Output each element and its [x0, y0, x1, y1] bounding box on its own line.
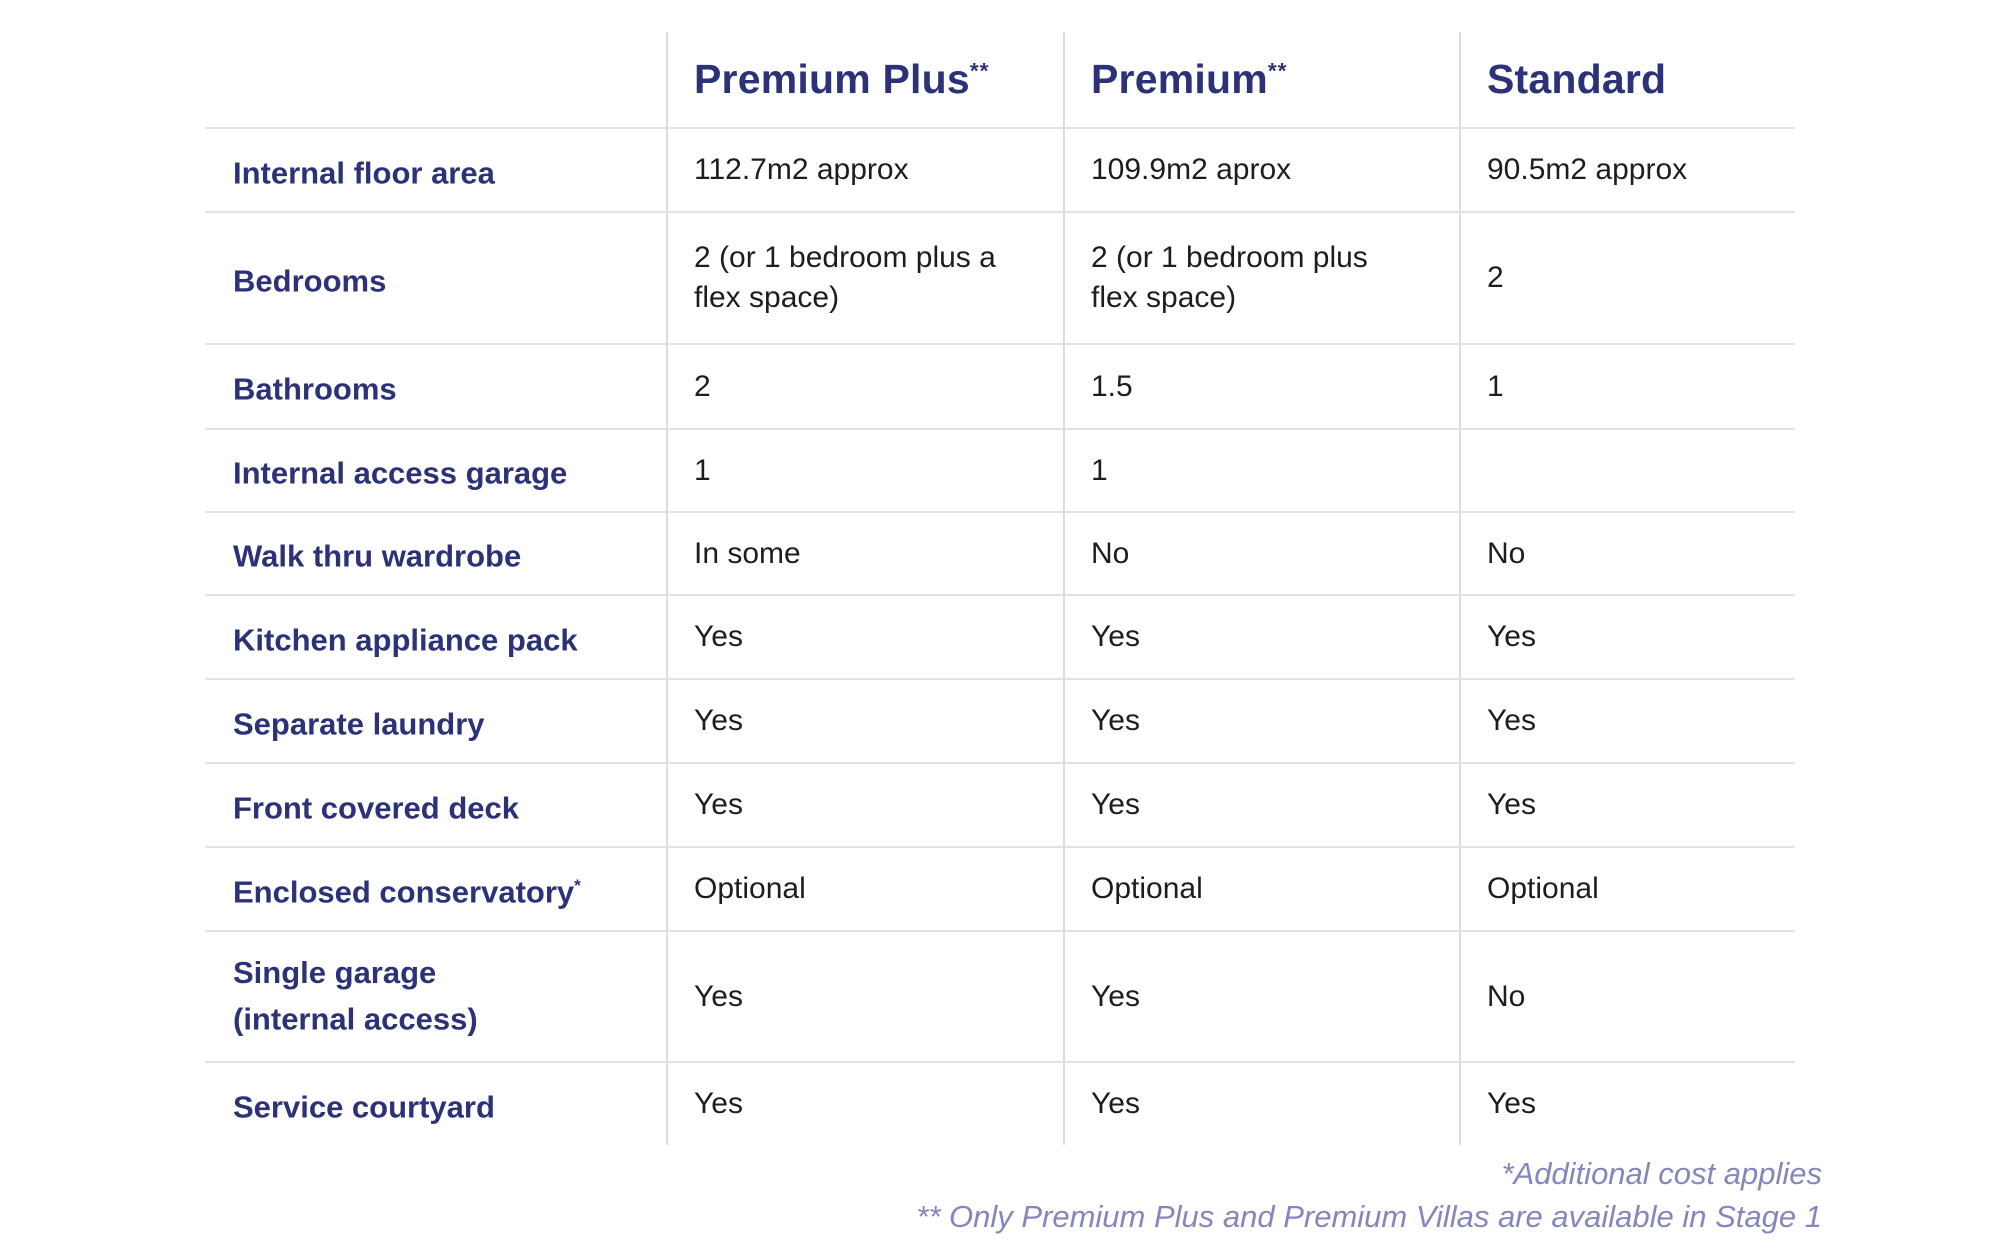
row-label-text: Internal access garage — [233, 455, 568, 491]
villa-comparison-table: Premium Plus** Premium** Standard Intern… — [205, 32, 1795, 1145]
table-row-enclosed-conservatory: Enclosed conservatory* Optional Optional… — [205, 848, 1795, 932]
footnote-stage-availability: ** Only Premium Plus and Premium Villas … — [916, 1199, 1822, 1234]
row-label-text: Bathrooms — [233, 371, 397, 407]
cell-value: 2 (or 1 bedroom plus flex space) — [1091, 241, 1368, 314]
cell-value: 109.9m2 aprox — [1091, 153, 1292, 186]
row-label: Internal floor area — [205, 147, 666, 193]
cell-value: Yes — [1487, 788, 1536, 821]
row-label-text: Walk thru wardrobe — [233, 538, 522, 574]
cell-value: Yes — [694, 788, 743, 821]
footnote-additional-cost: *Additional cost applies — [1501, 1156, 1822, 1191]
cell-value: 112.7m2 approx — [694, 153, 909, 186]
cell-value: 2 — [694, 369, 711, 403]
cell-value: Yes — [1487, 704, 1536, 737]
table-row-kitchen-appliance-pack: Kitchen appliance pack Yes Yes Yes — [205, 596, 1795, 680]
row-label: Bathrooms — [205, 363, 666, 409]
cell-value: Yes — [1091, 620, 1140, 653]
cell-value: No — [1487, 979, 1526, 1013]
table-row-service-courtyard: Service courtyard Yes Yes Yes — [205, 1063, 1795, 1145]
row-label-text: Kitchen appliance pack — [233, 622, 578, 658]
table-header-row: Premium Plus** Premium** Standard — [205, 32, 1795, 129]
row-label-text: Bedrooms — [233, 263, 387, 299]
table-row-walk-thru-wardrobe: Walk thru wardrobe In some No No — [205, 513, 1795, 596]
row-label: Service courtyard — [205, 1081, 666, 1127]
row-label: Separate laundry — [205, 698, 666, 744]
row-label-text: Single garage (internal access) — [233, 955, 478, 1037]
table-row-internal-floor-area: Internal floor area 112.7m2 approx 109.9… — [205, 129, 1795, 213]
row-label-text: Service courtyard — [233, 1089, 495, 1125]
column-header-label: Premium Plus — [694, 56, 970, 102]
cell-value: Yes — [694, 620, 743, 653]
cell-value: 2 (or 1 bedroom plus a flex space) — [694, 241, 996, 314]
row-label-text: Internal floor area — [233, 155, 495, 191]
row-label-text: Separate laundry — [233, 706, 485, 742]
table-row-front-covered-deck: Front covered deck Yes Yes Yes — [205, 764, 1795, 848]
column-divider-2 — [1063, 32, 1065, 1145]
cell-value: Yes — [1091, 788, 1140, 821]
column-header-label: Standard — [1487, 56, 1667, 102]
column-divider-1 — [666, 32, 668, 1145]
cell-value: Yes — [1487, 1087, 1536, 1120]
column-header-standard: Standard — [1459, 56, 1795, 103]
column-header-label: Premium — [1091, 56, 1268, 102]
cell-value: Yes — [1487, 620, 1536, 653]
cell-value: 90.5m2 approx — [1487, 153, 1688, 186]
cell-value: 1 — [694, 453, 711, 487]
cell-value: Yes — [694, 1087, 743, 1120]
table-row-bathrooms: Bathrooms 2 1.5 1 — [205, 345, 1795, 430]
column-header-premium: Premium** — [1063, 56, 1459, 103]
cell-value: No — [1487, 536, 1526, 570]
footnotes: *Additional cost applies ** Only Premium… — [916, 1152, 1822, 1238]
column-header-superscript: ** — [1267, 58, 1288, 84]
cell-value: No — [1091, 536, 1130, 570]
column-divider-3 — [1459, 32, 1461, 1145]
cell-value: 2 — [1487, 261, 1504, 294]
table-row-separate-laundry: Separate laundry Yes Yes Yes — [205, 680, 1795, 764]
row-label: Bedrooms — [205, 255, 666, 301]
cell-value: Yes — [1091, 1087, 1140, 1120]
cell-value: In some — [694, 536, 801, 570]
cell-value: 1 — [1091, 453, 1108, 487]
row-label-superscript: * — [574, 875, 582, 895]
table-row-bedrooms: Bedrooms 2 (or 1 bedroom plus a flex spa… — [205, 213, 1795, 345]
row-label: Internal access garage — [205, 447, 666, 493]
row-label: Walk thru wardrobe — [205, 530, 666, 576]
row-label-text: Enclosed conservatory — [233, 874, 575, 910]
row-label: Kitchen appliance pack — [205, 614, 666, 660]
cell-value: Optional — [694, 872, 806, 905]
cell-value: Optional — [1091, 872, 1203, 905]
row-label: Single garage (internal access) — [205, 953, 666, 1039]
row-label-text: Front covered deck — [233, 790, 519, 826]
cell-value: Yes — [694, 979, 743, 1013]
column-header-superscript: ** — [969, 58, 990, 84]
cell-value: 1 — [1487, 369, 1504, 403]
cell-value: Yes — [1091, 704, 1140, 737]
row-label: Enclosed conservatory* — [205, 866, 666, 912]
table-row-single-garage: Single garage (internal access) Yes Yes … — [205, 932, 1795, 1063]
row-label: Front covered deck — [205, 782, 666, 828]
column-header-premium-plus: Premium Plus** — [666, 56, 1063, 103]
cell-value: 1.5 — [1091, 369, 1133, 403]
cell-value: Yes — [1091, 979, 1140, 1013]
cell-value: Yes — [694, 704, 743, 737]
cell-value: Optional — [1487, 872, 1599, 905]
table-row-internal-access-garage: Internal access garage 1 1 — [205, 430, 1795, 513]
